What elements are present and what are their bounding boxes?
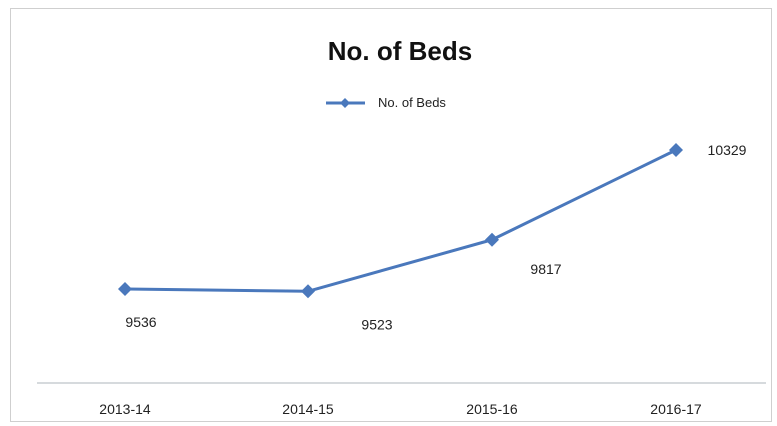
data-point-marker (485, 232, 499, 247)
chart-title: No. of Beds (328, 36, 472, 66)
data-point-marker (118, 282, 132, 297)
legend: No. of Beds (326, 95, 446, 110)
x-tick-label: 2015-16 (466, 401, 518, 417)
series-line (124, 148, 677, 293)
chart-frame (10, 8, 772, 422)
data-label: 10329 (708, 142, 747, 158)
series-layer (118, 142, 683, 299)
x-axis-ticks: 2013-14 2014-15 2015-16 2016-17 (99, 401, 702, 417)
x-tick-label: 2013-14 (99, 401, 151, 417)
data-point-marker (301, 284, 315, 299)
legend-label: No. of Beds (378, 95, 446, 110)
legend-marker (340, 98, 350, 108)
x-tick-label: 2016-17 (650, 401, 702, 417)
data-label: 9817 (530, 261, 561, 277)
data-labels: 9536 9523 9817 10329 (125, 142, 746, 332)
x-tick-label: 2014-15 (282, 401, 334, 417)
data-point-marker (669, 142, 683, 157)
data-label: 9536 (125, 314, 156, 330)
data-label: 9523 (361, 316, 392, 332)
